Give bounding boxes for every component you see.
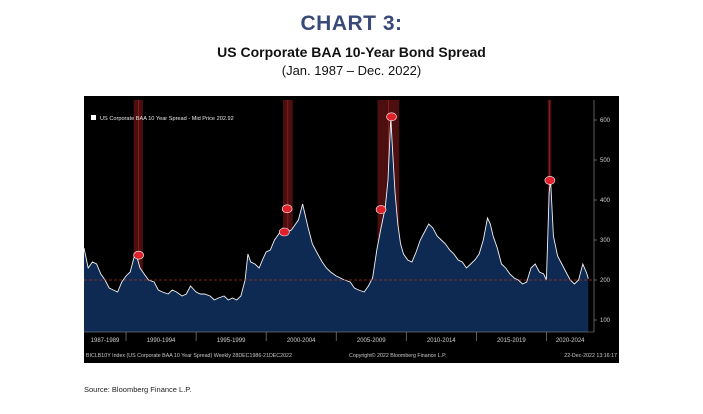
x-tick-label: 1987-1989: [91, 338, 120, 344]
legend-label: US Corporate BAA 10 Year Spread - Mid Pr…: [100, 116, 234, 122]
y-axis: 100 200 300 400 500 600: [593, 100, 611, 332]
spread-area: [83, 116, 589, 332]
footer-left: BICLB10Y Index (US Corporate BAA 10 Year…: [86, 353, 292, 359]
x-tick-label: 2015-2019: [497, 338, 526, 344]
footer-right: 22-Dec-2022 13:16:17: [564, 353, 617, 359]
y-tick-label: 100: [600, 318, 611, 324]
peak-marker: [281, 204, 293, 214]
x-tick-label: 2010-2014: [427, 338, 456, 344]
x-tick-label: 2020-2024: [556, 338, 585, 344]
peak-marker: [279, 227, 290, 237]
peak-markers: [133, 112, 556, 260]
spread-line: [83, 116, 589, 301]
bond-spread-chart: 100 200 300 400 500 600 1987-1989 1990-1994 199…: [83, 100, 617, 359]
spread-area-fill: [84, 116, 589, 332]
y-tick-label: 300: [600, 238, 611, 244]
peak-marker: [133, 250, 144, 260]
source-note: Source: Bloomberg Finance L.P.: [84, 385, 192, 394]
chart-date-range: (Jan. 1987 – Dec. 2022): [281, 63, 422, 78]
y-tick-label: 500: [600, 158, 611, 164]
x-tick-label: 2000-2004: [287, 338, 316, 344]
peak-marker: [386, 112, 397, 122]
x-tick-label: 1995-1999: [217, 338, 246, 344]
chart-title: CHART 3:: [300, 12, 403, 35]
y-tick-label: 400: [600, 198, 611, 204]
chart-panel: 100 200 300 400 500 600 1987-1989 1990-1994 199…: [83, 96, 619, 363]
y-tick-label: 200: [600, 278, 611, 284]
footer-center: Copyright© 2022 Bloomberg Finance L.P.: [349, 352, 446, 359]
x-tick-label: 1990-1994: [147, 338, 176, 344]
y-tick-label: 600: [600, 118, 611, 124]
x-axis: 1987-1989 1990-1994 1995-1999 2000-2004 2005…: [84, 331, 594, 344]
chart-subtitle: US Corporate BAA 10-Year Bond Spread: [217, 44, 486, 60]
peak-marker: [375, 205, 387, 214]
legend-swatch: [91, 115, 96, 120]
x-tick-label: 2005-2009: [357, 338, 386, 344]
peak-marker: [544, 176, 556, 185]
legend: US Corporate BAA 10 Year Spread - Mid Pr…: [91, 115, 234, 122]
